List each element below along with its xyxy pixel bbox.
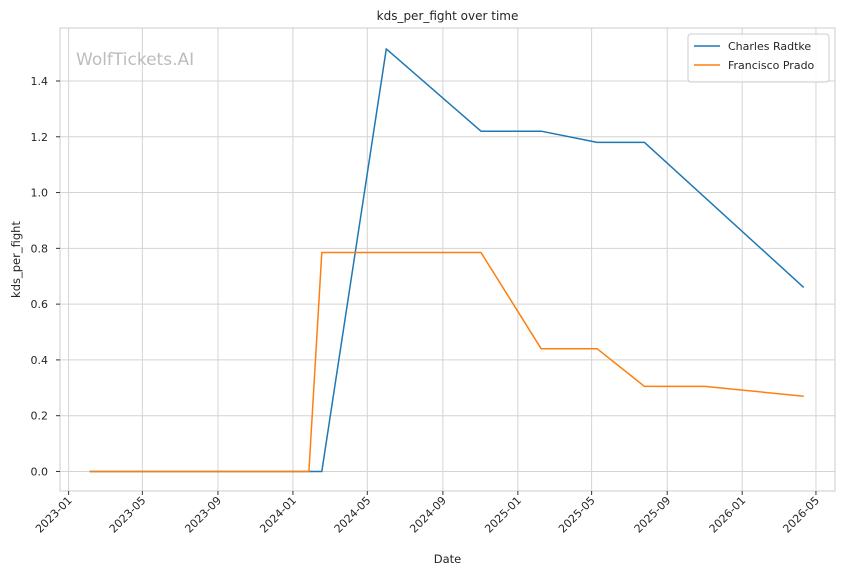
y-axis-ticks: 0.0 0.2 0.4 0.6 0.8 1.0 1.2 1.4 bbox=[31, 75, 60, 478]
watermark-text: WolfTickets.AI bbox=[76, 50, 194, 70]
legend: Charles Radtke Francisco Prado bbox=[687, 33, 830, 83]
legend-label-2: Francisco Prado bbox=[728, 59, 815, 72]
y-tick-label: 1.0 bbox=[31, 187, 49, 200]
y-tick-label: 0.2 bbox=[31, 410, 49, 423]
chart-title: kds_per_fight over time bbox=[377, 9, 519, 23]
x-axis-label: Date bbox=[434, 552, 462, 566]
legend-label-1: Charles Radtke bbox=[728, 40, 811, 53]
series-layer bbox=[89, 48, 805, 473]
legend-box bbox=[687, 33, 830, 83]
y-tick-label: 0.8 bbox=[31, 242, 49, 255]
y-axis-label: kds_per_fight bbox=[9, 221, 23, 298]
y-tick-label: 1.4 bbox=[31, 75, 49, 88]
y-tick-label: 0.6 bbox=[31, 298, 49, 311]
y-tick-label: 0.0 bbox=[31, 465, 49, 478]
series-line-1 bbox=[89, 48, 805, 473]
y-tick-label: 1.2 bbox=[31, 131, 49, 144]
y-tick-label: 0.4 bbox=[31, 354, 49, 367]
series-line-2 bbox=[89, 251, 804, 473]
plot-area bbox=[59, 27, 836, 492]
